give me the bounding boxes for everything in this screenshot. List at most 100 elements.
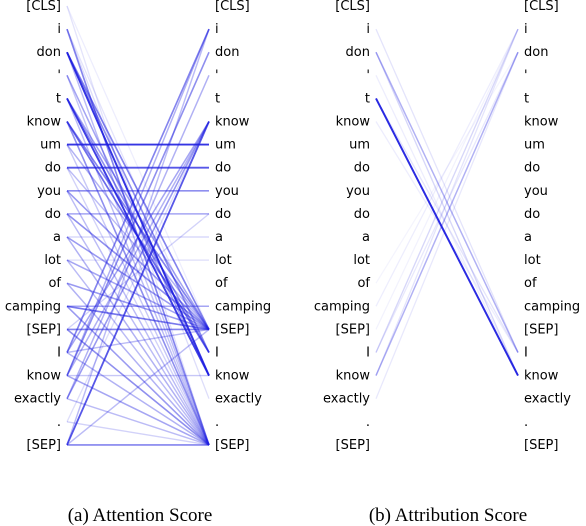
attribution-left-token: [CLS] [335, 0, 370, 14]
attribution-right-token: know [524, 369, 559, 384]
attention-link-53 [66, 398, 210, 446]
attention-link-14 [66, 121, 210, 330]
attention-right-token: um [215, 138, 236, 153]
attention-right-token: [SEP] [215, 438, 249, 453]
attribution-left-token: [SEP] [336, 322, 370, 337]
attention-right-token: camping [215, 299, 271, 314]
attention-left-token: you [37, 184, 61, 199]
attention-link-31 [66, 259, 210, 331]
attribution-link-0 [375, 97, 519, 377]
attribution-right-token: know [524, 115, 559, 130]
attention-link-23 [66, 190, 210, 330]
attribution-right-token: don [524, 45, 548, 60]
attention-link-41 [66, 213, 210, 330]
attribution-left-token: don [346, 45, 370, 60]
attention-left-token: um [40, 138, 61, 153]
attribution-right-token: a [524, 230, 532, 245]
attention-link-51 [66, 121, 210, 400]
attention-link-44 [66, 351, 210, 446]
attribution-left-token: ' [366, 68, 370, 83]
attribution-right-token: camping [524, 299, 580, 314]
attention-right-token: lot [215, 253, 232, 268]
attribution-right-token: i [524, 22, 528, 37]
attention-link-52 [66, 75, 210, 399]
attribution-right-token: of [524, 276, 537, 291]
attribution-link-12 [375, 98, 519, 353]
attribution-link-3 [375, 51, 519, 376]
attention-left-token: know [27, 115, 62, 130]
attention-link-42 [66, 28, 210, 353]
attribution-link-14 [375, 51, 519, 284]
attention-link-26 [66, 213, 210, 331]
attribution-right-token: ' [524, 68, 528, 83]
attribution-right-token: lot [524, 253, 541, 268]
attention-link-60 [66, 5, 210, 446]
attention-link-49 [66, 374, 210, 446]
attribution-left-token: [SEP] [336, 438, 370, 453]
attention-left-token: do [45, 161, 61, 176]
attention-right-token: [CLS] [215, 0, 250, 14]
attribution-right-token: um [524, 138, 545, 153]
attention-left-token: do [45, 207, 61, 222]
attribution-link-8 [375, 28, 519, 307]
attribution-left-token: lot [353, 253, 370, 268]
attention-link-43 [66, 121, 210, 353]
attention-left-token: [SEP] [27, 438, 61, 453]
attention-left-token: camping [5, 299, 61, 314]
attention-link-21 [66, 167, 210, 446]
attention-link-29 [66, 236, 210, 446]
attention-link-17 [66, 144, 210, 330]
attribution-right-token: [CLS] [524, 0, 559, 14]
attribution-left-token: I [366, 346, 370, 361]
attention-left-token: exactly [14, 392, 61, 407]
attention-link-18 [66, 144, 210, 446]
attention-link-59 [66, 328, 210, 446]
attention-right-token: ' [215, 68, 219, 83]
attribution-right-token: exactly [524, 392, 571, 407]
attention-link-13 [66, 121, 210, 353]
attention-link-32 [66, 259, 210, 446]
attention-left-token: i [57, 22, 61, 37]
attention-left-token: I [57, 346, 61, 361]
attention-left-token: know [27, 369, 62, 384]
attribution-left-token: t [365, 91, 370, 106]
attention-right-token: a [215, 230, 223, 245]
attention-link-20 [66, 167, 210, 330]
attention-right-token: i [215, 22, 219, 37]
caption-attribution: (b) Attribution Score [369, 505, 527, 526]
attribution-link-13 [375, 28, 519, 330]
attribution-right-token: I [524, 346, 528, 361]
attention-left-token: of [48, 276, 61, 291]
attribution-left-token: i [366, 22, 370, 37]
attribution-left-token: camping [314, 299, 370, 314]
attention-link-40 [66, 328, 210, 446]
attention-link-45 [66, 328, 210, 354]
attention-right-token: [SEP] [215, 322, 249, 337]
attention-link-57 [66, 28, 210, 446]
attention-link-61 [66, 5, 210, 330]
attention-link-47 [66, 28, 210, 376]
attribution-link-7 [375, 51, 519, 399]
attribution-link-2 [375, 28, 519, 353]
attention-link-56 [66, 121, 210, 446]
attribution-link-5 [375, 28, 519, 353]
attribution-right-token: do [524, 207, 540, 222]
attribution-left-token: know [336, 369, 371, 384]
caption-attention: (a) Attention Score [68, 505, 213, 526]
attention-left-token: don [37, 45, 61, 60]
attention-left-token: [SEP] [27, 322, 61, 337]
attribution-left-token: do [354, 161, 370, 176]
attention-link-6 [66, 51, 210, 446]
attribution-left-token: know [336, 115, 371, 130]
attribution-left-token: um [349, 138, 370, 153]
attention-right-token: do [215, 207, 231, 222]
connection-lines [66, 5, 519, 446]
attribution-left-token: you [346, 184, 370, 199]
attention-link-34 [66, 282, 210, 331]
attention-link-54 [66, 421, 210, 446]
attention-left-token: a [53, 230, 61, 245]
token-labels: [CLS] [CLS] i i don don ' ' t t know know um um do do yo… [5, 0, 580, 453]
attribution-left-token: . [366, 415, 370, 430]
attention-left-token: ' [57, 68, 61, 83]
